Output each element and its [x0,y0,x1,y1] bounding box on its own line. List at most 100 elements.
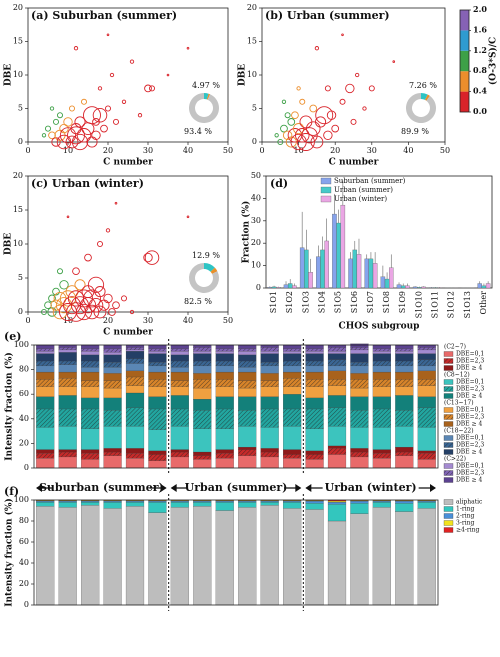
data-point [98,299,110,311]
bar-segment [193,428,212,453]
colorbar-bin [460,50,469,72]
x-axis-label: CHOS subgroup [339,322,420,332]
bar-segment [170,386,189,396]
bar [417,287,422,289]
legend-group-label: (C8~12) [444,372,470,379]
bar-segment [350,451,369,458]
x-tick-label: S1O4 [318,291,327,313]
y-axis-label: Intensity fraction (%) [4,498,15,606]
bar-segment [215,510,234,606]
bar-segment [148,450,167,455]
y-tick-label: 5 [18,104,23,113]
bar-segment [58,500,77,503]
panel-title: (a) Suburban (summer) [31,9,177,22]
bar-segment [260,362,279,367]
bar-segment [372,360,391,367]
bar-segment [238,344,257,349]
bar-segment [417,407,436,428]
y-tick-label: 60 [19,537,29,546]
bar-segment [170,344,189,349]
bar-segment [58,426,77,450]
bar-segment [81,408,100,429]
bar-segment [125,502,145,507]
group-label-bg [53,482,150,494]
x-tick-label: S1O5 [334,291,343,313]
x-tick-label: Other [479,291,488,315]
bar-segment [36,353,55,362]
bar-segment [350,456,369,469]
bar-segment [215,500,234,503]
bar-segment [215,379,234,387]
legend-label: Suburban (summer) [334,177,406,185]
bar-segment [260,386,279,397]
bar-segment [103,362,122,368]
bar [368,258,374,289]
legend-swatch [443,358,454,364]
bar-segment [58,502,77,508]
y-axis-label: DBE [4,233,14,255]
bar-segment [327,365,347,371]
bar-segment [81,380,100,387]
bar-segment [327,353,347,360]
y-tick-label: 100 [14,340,29,349]
data-point [59,280,69,290]
legend-swatch [443,470,454,476]
bar [400,285,406,289]
bar-segment [305,459,324,469]
bar [304,249,309,289]
colorbar-title: (O-3*S)/C [488,37,499,85]
bar-segment [58,347,77,351]
data-point [72,267,80,276]
data-point [84,253,92,262]
bar-segment [372,453,391,459]
y-axis-label: Fraction (%) [241,201,252,264]
y-tick-label: 20 [251,238,261,247]
bar-segment [103,451,122,456]
data-point [109,72,115,78]
bar-segment [81,453,100,460]
donut-slice [406,93,436,123]
bar-segment [103,348,122,353]
bar-segment [170,426,189,450]
bar-segment [305,353,324,362]
bar-segment [395,386,414,396]
bar-segment [103,387,122,398]
bar-segment [372,351,391,354]
bar-segment [215,344,234,349]
panel-title: (b) Urban (summer) [265,9,390,22]
donut-slice [204,263,215,272]
bar-segment [395,410,414,427]
bar-segment [215,428,234,450]
x-tick-label: 40 [403,146,413,155]
x-tick-label: 50 [440,146,450,155]
bar-segment [103,426,122,449]
bar-segment [350,353,369,363]
bar-segment [417,365,436,371]
bar-segment [372,344,391,349]
bar-segment [372,427,391,450]
bar-segment [305,351,324,354]
bar-segment [417,347,436,351]
bar-segment [148,386,167,397]
bar-segment [36,386,55,397]
colorbar-bin [460,30,469,51]
x-tick-label: S1O12 [447,291,456,318]
y-tick-label: 80 [19,365,29,374]
bar-segment [350,362,369,367]
bar [340,204,346,289]
bar-segment [327,407,347,427]
x-tick-label: S1O6 [350,291,359,313]
group-label-bg [188,482,284,494]
data-point [45,125,52,132]
data-point [80,98,87,105]
bar-segment [260,427,279,449]
bar-segment [148,348,167,352]
bar-segment [125,453,145,459]
bar-segment [125,349,145,352]
y-tick-label: 5 [18,273,23,282]
data-point [114,201,118,205]
bar [332,213,337,289]
bar [308,272,313,289]
bar-segment [103,380,122,389]
bar-segment [350,349,369,354]
